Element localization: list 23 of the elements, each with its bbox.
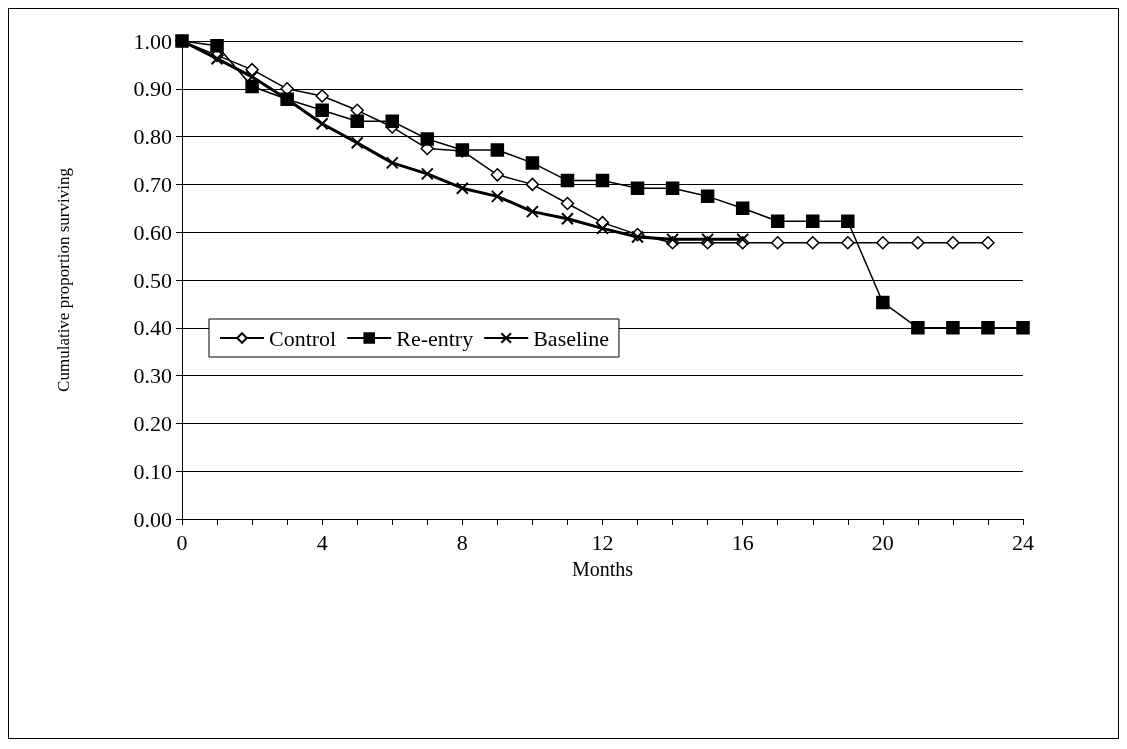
y-tick-label: 0.70 bbox=[133, 171, 172, 197]
y-tick-label: 1.00 bbox=[133, 28, 172, 54]
x-tick-label: 24 bbox=[1012, 529, 1034, 555]
y-tick-label: 0.40 bbox=[133, 315, 172, 341]
legend-label: Re-entry bbox=[396, 325, 474, 351]
legend-label: Baseline bbox=[533, 325, 609, 351]
legend-label: Control bbox=[269, 325, 337, 351]
y-tick-label: 0.90 bbox=[133, 76, 172, 102]
y-tick-label: 0.50 bbox=[133, 267, 172, 293]
x-tick-label: 16 bbox=[731, 529, 754, 555]
y-tick-label: 0.00 bbox=[133, 506, 172, 532]
x-tick-label: 4 bbox=[316, 529, 328, 555]
x-tick-label: 12 bbox=[591, 529, 614, 555]
y-tick-label: 0.20 bbox=[133, 410, 172, 436]
y-tick-label: 0.60 bbox=[133, 219, 172, 245]
y-tick-label: 0.30 bbox=[133, 363, 172, 389]
x-tick-label: 8 bbox=[456, 529, 468, 555]
x-tick-label: 0 bbox=[176, 529, 188, 555]
y-tick-label: 0.80 bbox=[133, 124, 172, 150]
y-tick-label: 0.10 bbox=[133, 458, 172, 484]
x-axis-title: Months bbox=[571, 558, 634, 580]
x-tick-label: 20 bbox=[871, 529, 894, 555]
y-axis-title: Cumulative proportion surviving bbox=[54, 167, 73, 392]
